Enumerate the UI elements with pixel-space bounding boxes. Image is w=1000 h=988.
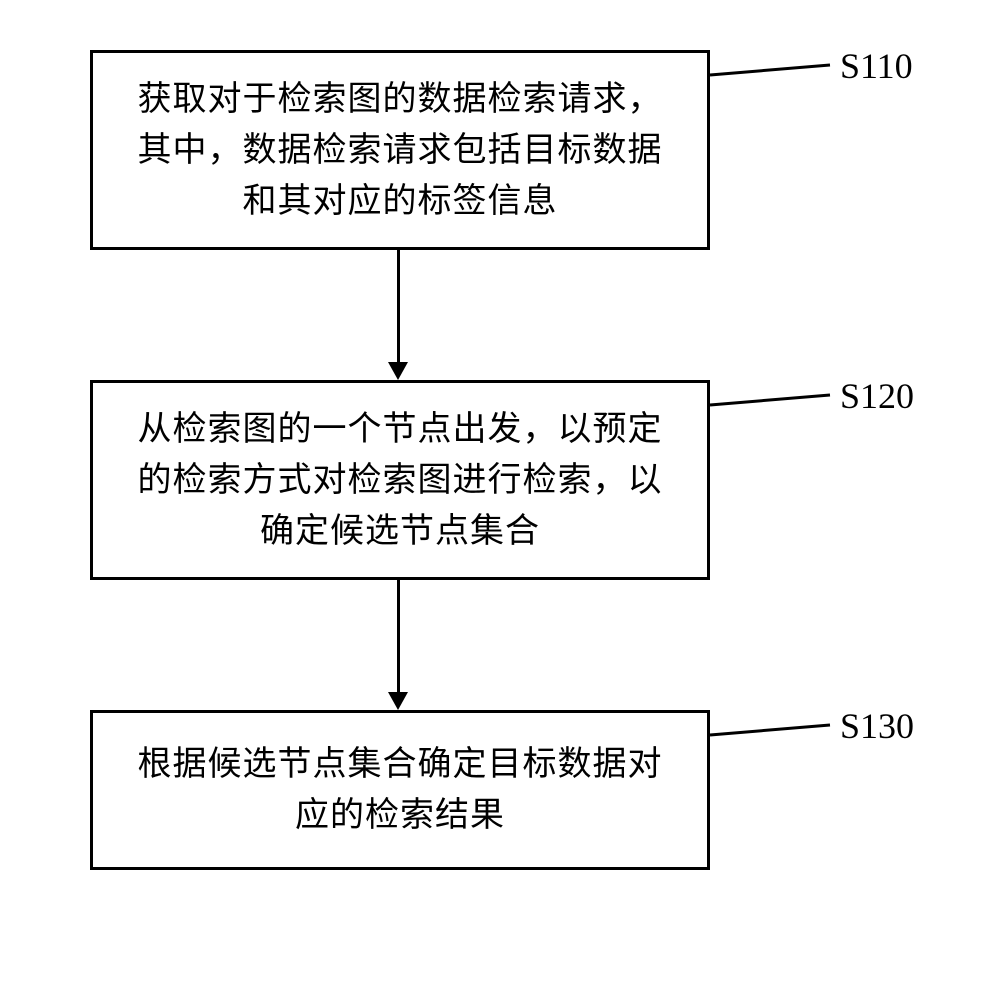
flow-step-s120: 从检索图的一个节点出发，以预定的检索方式对检索图进行检索，以确定候选节点集合 [90,380,710,580]
label-s120: S120 [840,375,914,417]
connector-s120 [710,380,840,420]
arrow-head-s120-s130 [388,692,408,710]
label-s110: S110 [840,45,913,87]
flow-step-s130: 根据候选节点集合确定目标数据对应的检索结果 [90,710,710,870]
flow-step-s110: 获取对于检索图的数据检索请求，其中，数据检索请求包括目标数据和其对应的标签信息 [90,50,710,250]
arrow-s110-s120 [397,250,400,362]
label-s130: S130 [840,705,914,747]
arrow-s120-s130 [397,580,400,692]
connector-s130 [710,710,840,750]
connector-s110 [710,50,840,90]
flow-step-s130-text: 根据候选节点集合确定目标数据对应的检索结果 [123,739,677,841]
flow-step-s120-text: 从检索图的一个节点出发，以预定的检索方式对检索图进行检索，以确定候选节点集合 [123,404,677,557]
flow-step-s110-text: 获取对于检索图的数据检索请求，其中，数据检索请求包括目标数据和其对应的标签信息 [123,74,677,227]
arrow-head-s110-s120 [388,362,408,380]
